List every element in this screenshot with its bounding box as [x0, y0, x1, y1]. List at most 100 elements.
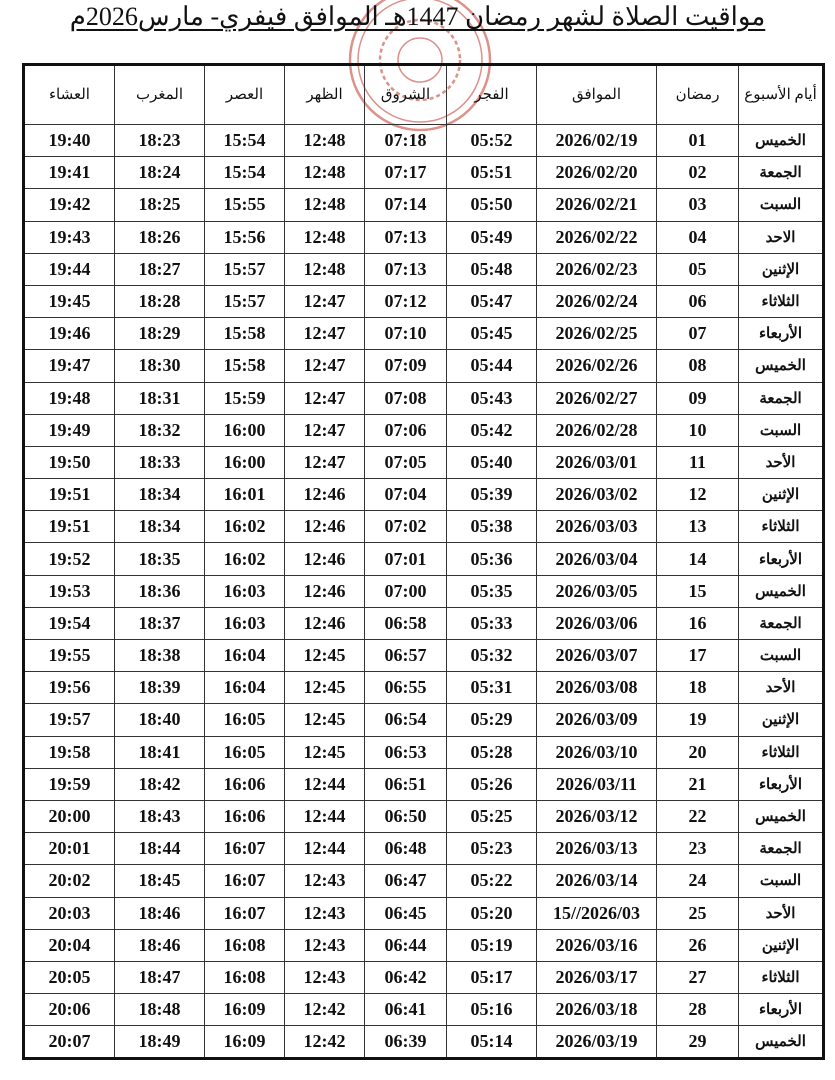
cell-ramadan-day: 12 [656, 478, 739, 512]
table-header-row: أيام الأسبوع رمضان الموافق الفجر الشروق … [23, 64, 824, 125]
cell-shuruq: 06:42 [364, 960, 447, 995]
cell-asr: 15:57 [204, 284, 285, 319]
cell-shuruq: 06:45 [364, 896, 447, 930]
cell-asr: 16:06 [204, 767, 285, 801]
table-row: الأربعاء 14 2026/03/04 05:36 07:01 12:46 16:02… [23, 542, 824, 576]
cell-fajr: 05:44 [446, 349, 537, 383]
table-row: الأحد 11 2026/03/01 05:40 07:05 12:47 16:00 18:… [23, 445, 824, 480]
header-ramadan: رمضان [656, 64, 739, 125]
cell-dhuhr: 12:42 [284, 1025, 365, 1060]
cell-ramadan-day: 01 [656, 123, 739, 158]
cell-ramadan-day: 26 [656, 928, 739, 962]
cell-isha: 19:54 [23, 606, 115, 641]
cell-maghrib: 18:25 [114, 188, 205, 222]
cell-date: 2026/03/13 [536, 832, 657, 866]
cell-maghrib: 18:39 [114, 671, 205, 705]
cell-shuruq: 06:39 [364, 1025, 447, 1060]
cell-weekday: الإثنين [738, 478, 824, 512]
cell-shuruq: 06:41 [364, 993, 447, 1027]
cell-fajr: 05:52 [446, 123, 537, 158]
table-row: السبت 10 2026/02/28 05:42 07:06 12:47 16:00 18:… [23, 413, 824, 447]
cell-maghrib: 18:42 [114, 767, 205, 801]
cell-fajr: 05:31 [446, 671, 537, 705]
cell-dhuhr: 12:44 [284, 799, 365, 834]
cell-fajr: 05:36 [446, 542, 537, 576]
cell-maghrib: 18:35 [114, 542, 205, 576]
cell-weekday: الثلاثاء [738, 735, 824, 769]
cell-fajr: 05:20 [446, 896, 537, 930]
cell-maghrib: 18:49 [114, 1025, 205, 1060]
cell-asr: 15:55 [204, 188, 285, 222]
cell-weekday: السبت [738, 413, 824, 447]
cell-fajr: 05:51 [446, 156, 537, 190]
cell-ramadan-day: 25 [656, 896, 739, 930]
table-row: الأربعاء 21 2026/03/11 05:26 06:51 12:44 16:06… [23, 767, 824, 801]
cell-date: 2026/02/25 [536, 317, 657, 351]
cell-isha: 19:53 [23, 574, 115, 608]
cell-weekday: الأربعاء [738, 317, 824, 351]
cell-dhuhr: 12:43 [284, 864, 365, 898]
cell-shuruq: 07:06 [364, 413, 447, 447]
cell-date: 2026/03/01 [536, 445, 657, 480]
cell-isha: 20:01 [23, 832, 115, 866]
cell-asr: 16:01 [204, 478, 285, 512]
cell-isha: 20:06 [23, 993, 115, 1027]
cell-fajr: 05:32 [446, 638, 537, 673]
table-row: الخميس 22 2026/03/12 05:25 06:50 12:44 16:06 18… [23, 799, 824, 834]
cell-asr: 16:06 [204, 799, 285, 834]
cell-fajr: 05:29 [446, 703, 537, 737]
cell-weekday: الجمعة [738, 381, 824, 415]
cell-dhuhr: 12:47 [284, 445, 365, 480]
cell-shuruq: 07:17 [364, 156, 447, 190]
cell-ramadan-day: 16 [656, 606, 739, 641]
cell-maghrib: 18:29 [114, 317, 205, 351]
cell-isha: 20:07 [23, 1025, 115, 1060]
cell-dhuhr: 12:43 [284, 896, 365, 930]
cell-ramadan-day: 13 [656, 510, 739, 544]
cell-shuruq: 07:08 [364, 381, 447, 415]
cell-asr: 16:02 [204, 510, 285, 544]
cell-shuruq: 06:47 [364, 864, 447, 898]
cell-date: 2026/03/02 [536, 478, 657, 512]
cell-shuruq: 06:53 [364, 735, 447, 769]
cell-date: 2026/03/07 [536, 638, 657, 673]
cell-isha: 19:48 [23, 381, 115, 415]
cell-asr: 16:08 [204, 928, 285, 962]
cell-maghrib: 18:48 [114, 993, 205, 1027]
cell-weekday: الإثنين [738, 703, 824, 737]
cell-date: 2026/03/12 [536, 799, 657, 834]
cell-isha: 20:02 [23, 864, 115, 898]
cell-date: 2026/03/10 [536, 735, 657, 769]
table-body: الخميس 01 2026/02/19 05:52 07:18 12:48 15:54 18… [23, 123, 824, 1060]
cell-shuruq: 06:51 [364, 767, 447, 801]
cell-dhuhr: 12:46 [284, 574, 365, 608]
cell-isha: 20:04 [23, 928, 115, 962]
cell-isha: 19:55 [23, 638, 115, 673]
cell-maghrib: 18:37 [114, 606, 205, 641]
cell-ramadan-day: 18 [656, 671, 739, 705]
table-row: الإثنين 05 2026/02/23 05:48 07:13 12:48 15:57 1… [23, 252, 824, 286]
cell-weekday: الجمعة [738, 156, 824, 190]
table-row: الإثنين 26 2026/03/16 05:19 06:44 12:43 16:08 1… [23, 928, 824, 962]
cell-ramadan-day: 17 [656, 638, 739, 673]
cell-isha: 19:56 [23, 671, 115, 705]
cell-date: 2026/02/28 [536, 413, 657, 447]
header-isha: العشاء [23, 64, 115, 125]
table-row: الجمعة 16 2026/03/06 05:33 06:58 12:46 16:03 18… [23, 606, 824, 641]
cell-isha: 19:42 [23, 188, 115, 222]
cell-ramadan-day: 27 [656, 960, 739, 995]
cell-shuruq: 06:55 [364, 671, 447, 705]
cell-fajr: 05:14 [446, 1025, 537, 1060]
cell-ramadan-day: 21 [656, 767, 739, 801]
cell-shuruq: 07:13 [364, 252, 447, 286]
cell-shuruq: 07:13 [364, 220, 447, 254]
cell-ramadan-day: 04 [656, 220, 739, 254]
cell-fajr: 05:17 [446, 960, 537, 995]
cell-shuruq: 07:05 [364, 445, 447, 480]
cell-ramadan-day: 06 [656, 284, 739, 319]
cell-isha: 19:59 [23, 767, 115, 801]
cell-date: 2026/03/16 [536, 928, 657, 962]
cell-date: 2026/03/14 [536, 864, 657, 898]
cell-date: 2026/02/20 [536, 156, 657, 190]
table-row: الخميس 08 2026/02/26 05:44 07:09 12:47 15:58 18… [23, 349, 824, 383]
